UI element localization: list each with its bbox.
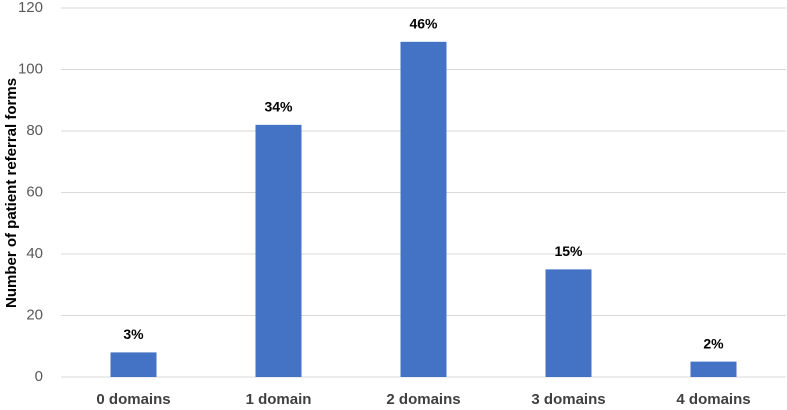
x-tick-label: 0 domains — [96, 391, 170, 408]
x-tick-label: 3 domains — [531, 391, 605, 408]
y-tick-label: 40 — [26, 245, 43, 262]
y-tick-label: 0 — [35, 368, 43, 385]
y-tick-label: 60 — [26, 183, 43, 200]
y-tick-label: 20 — [26, 306, 43, 323]
bar-annotation: 46% — [409, 16, 438, 32]
bar-annotation: 2% — [703, 335, 724, 351]
bar-annotation: 15% — [554, 243, 583, 259]
y-tick-label: 100 — [18, 60, 43, 77]
bar — [400, 41, 447, 377]
bar — [545, 269, 592, 377]
bar-annotation: 3% — [123, 326, 144, 342]
y-axis-label: Number of patient referral forms — [3, 78, 20, 308]
bar — [690, 361, 737, 377]
x-tick-label: 4 domains — [676, 391, 750, 408]
bar-annotation: 34% — [264, 99, 293, 115]
y-tick-label: 80 — [26, 122, 43, 139]
x-tick-label: 1 domain — [246, 391, 312, 408]
bar — [110, 352, 157, 377]
bar — [255, 124, 302, 377]
x-tick-label: 2 domains — [386, 391, 460, 408]
y-tick-label: 120 — [18, 0, 43, 16]
